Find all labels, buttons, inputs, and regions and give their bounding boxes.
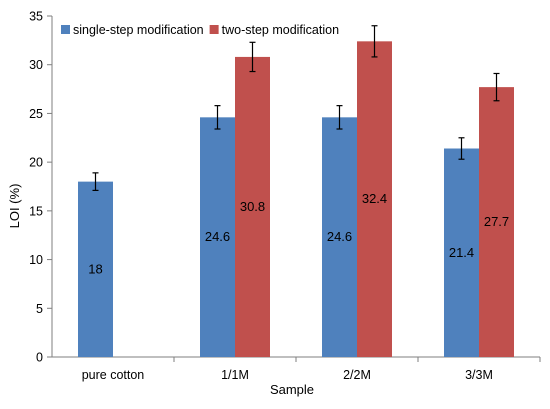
legend-swatch bbox=[209, 25, 219, 34]
y-tick-label: 15 bbox=[29, 204, 43, 218]
x-tick-label: 1/1M bbox=[221, 368, 249, 382]
legend-label: single-step modification bbox=[73, 23, 204, 37]
axes-layer: 0 5 10 15 20 25 30 35 pure cotton 1/1M 2/2M 3/3M bbox=[29, 10, 541, 382]
y-axis-title: LOI (%) bbox=[7, 184, 22, 229]
bar-single-step bbox=[444, 148, 479, 357]
bar-two-step bbox=[357, 41, 392, 358]
x-tick-label: 3/3M bbox=[465, 368, 493, 382]
bar-value-label: 30.8 bbox=[240, 199, 265, 214]
value-labels-layer: 18 24.6 30.8 24.6 32.4 21.4 27.7 bbox=[88, 191, 509, 276]
bar-value-label: 21.4 bbox=[449, 245, 474, 260]
bar-value-label: 32.4 bbox=[362, 191, 387, 206]
bar-value-label: 24.6 bbox=[327, 229, 352, 244]
x-tick-label: 2/2M bbox=[343, 368, 371, 382]
bar-value-label: 18 bbox=[88, 261, 102, 276]
y-tick-label: 0 bbox=[36, 351, 43, 365]
legend-swatch bbox=[61, 25, 70, 34]
x-axis-title: Sample bbox=[270, 382, 314, 397]
bar-single-step bbox=[322, 117, 357, 357]
bar-two-step bbox=[479, 87, 514, 357]
x-tick-label: pure cotton bbox=[82, 368, 145, 382]
y-tick-label: 20 bbox=[29, 156, 43, 170]
legend-label: two-step modification bbox=[222, 23, 339, 37]
bar-value-label: 27.7 bbox=[484, 214, 509, 229]
bar-two-step bbox=[235, 56, 270, 358]
bar-single-step bbox=[200, 117, 235, 357]
y-tick-label: 10 bbox=[29, 253, 43, 267]
bar-single-step bbox=[78, 181, 113, 357]
bars-layer bbox=[78, 25, 514, 358]
y-tick-label: 25 bbox=[29, 107, 43, 121]
bar-value-label: 24.6 bbox=[205, 229, 230, 244]
legend: single-step modification two-step modific… bbox=[61, 23, 339, 37]
y-tick-label: 30 bbox=[29, 58, 43, 72]
y-tick-label: 5 bbox=[36, 302, 43, 316]
y-tick-label: 35 bbox=[29, 10, 43, 24]
